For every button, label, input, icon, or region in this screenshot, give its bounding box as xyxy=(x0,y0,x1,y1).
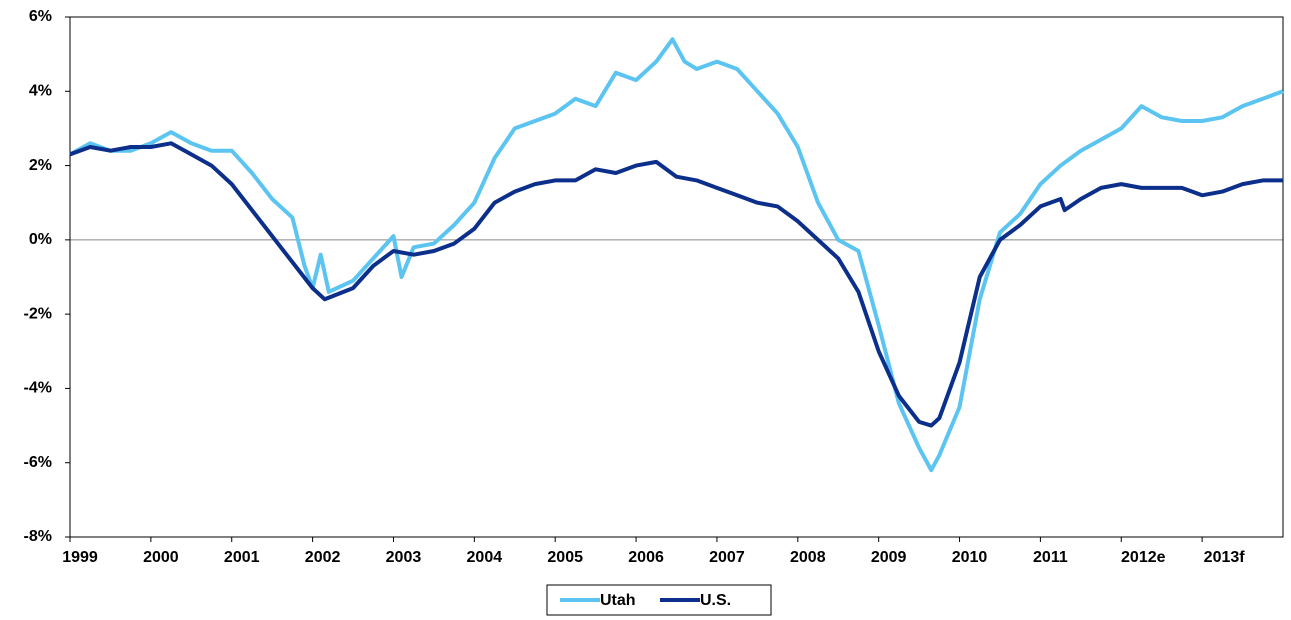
x-tick-label: 2002 xyxy=(305,549,341,566)
y-tick-label: 0% xyxy=(29,231,52,248)
x-tick-label: 2012e xyxy=(1121,549,1166,566)
x-tick-label: 1999 xyxy=(62,549,98,566)
plot-border xyxy=(69,16,1284,538)
y-tick-label: -4% xyxy=(24,380,52,397)
x-tick-label: 2003 xyxy=(386,549,422,566)
x-tick-label: 2001 xyxy=(224,549,260,566)
legend-label: U.S. xyxy=(700,592,731,609)
y-tick-label: -6% xyxy=(24,454,52,471)
y-tick-label: 2% xyxy=(29,157,52,174)
x-tick-label: 2011 xyxy=(1033,549,1068,566)
x-tick-label: 2006 xyxy=(628,549,664,566)
y-tick-label: -2% xyxy=(24,305,52,322)
x-tick-label: 2007 xyxy=(709,549,745,566)
x-tick-label: 2009 xyxy=(871,549,907,566)
x-tick-label: 2004 xyxy=(467,549,503,566)
x-tick-label: 2013f xyxy=(1204,549,1246,566)
y-tick-label: 6% xyxy=(29,8,52,25)
series-line xyxy=(69,141,1283,428)
y-tick-label: -8% xyxy=(24,528,52,545)
series-line xyxy=(69,37,1284,473)
legend-label: Utah xyxy=(600,592,636,609)
x-tick-label: 2000 xyxy=(143,549,179,566)
x-tick-label: 2005 xyxy=(547,549,583,566)
y-tick-label: 4% xyxy=(29,83,52,100)
x-tick-label: 2010 xyxy=(952,549,988,566)
x-tick-label: 2008 xyxy=(790,549,826,566)
